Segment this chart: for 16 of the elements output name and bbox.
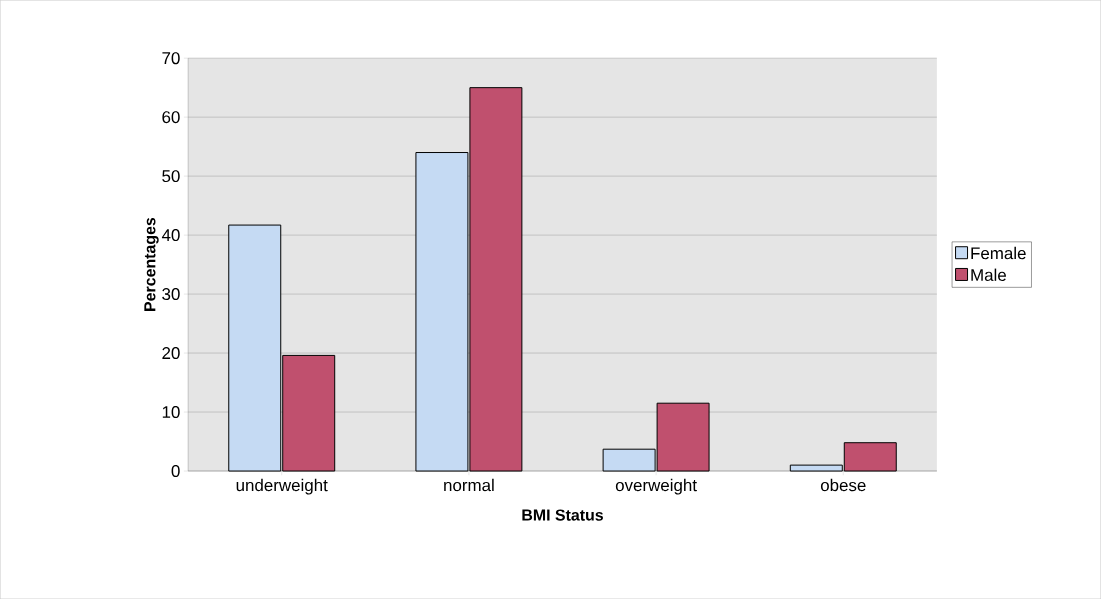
x-tick-label: underweight (236, 478, 328, 495)
x-tick-label: obese (820, 478, 866, 492)
legend-label: Female (971, 246, 1026, 260)
y-tick-label: 40 (161, 229, 180, 242)
y-tick-label: 10 (162, 405, 180, 418)
y-tick-label: 20 (162, 346, 180, 359)
legend-label: Male (971, 268, 1006, 281)
y-axis-title: Percentages (144, 217, 159, 311)
x-tick-label: overweight (615, 478, 697, 495)
y-tick-label: 50 (162, 170, 180, 183)
x-axis-title: BMI Status (522, 509, 603, 521)
y-tick-label: 60 (162, 111, 180, 124)
y-tick-label: 30 (162, 288, 180, 300)
y-tick-label: 0 (171, 464, 180, 477)
y-tick-label: 70 (162, 52, 180, 65)
x-tick-label: normal (444, 478, 494, 492)
